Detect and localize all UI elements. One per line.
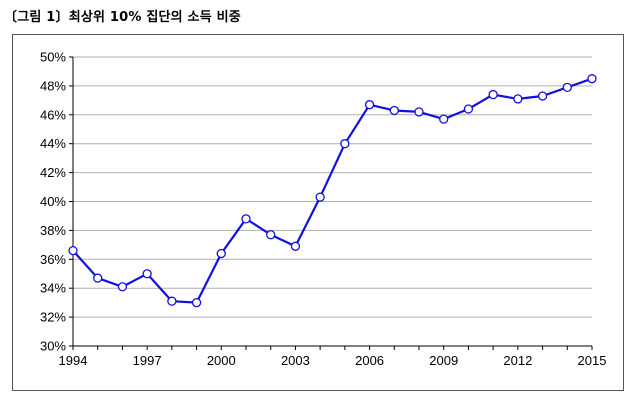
y-tick-label: 40% (40, 194, 66, 209)
x-tick-label: 1997 (133, 353, 162, 368)
y-tick-label: 36% (40, 252, 66, 267)
data-point (266, 230, 276, 240)
data-point (93, 273, 103, 283)
x-tick-label: 2006 (355, 353, 384, 368)
x-tick-label: 1994 (59, 353, 88, 368)
data-point (439, 114, 449, 124)
data-point (216, 248, 226, 259)
x-tick-label: 2003 (281, 353, 310, 368)
figure-caption: 〔그림 1〕최상위 10% 집단의 소득 비중 (4, 10, 241, 25)
y-tick-label: 34% (40, 281, 66, 296)
y-tick-label: 38% (40, 223, 66, 238)
data-point (562, 82, 572, 92)
x-tick-label: 2012 (503, 353, 532, 368)
data-point (537, 91, 548, 101)
series-line (72, 77, 593, 304)
data-point (117, 282, 128, 292)
data-point (488, 89, 498, 100)
x-tick-label: 2009 (429, 353, 458, 368)
data-point (587, 74, 597, 84)
data-point (241, 214, 251, 224)
chart-frame (12, 34, 624, 391)
data-point (414, 107, 424, 117)
data-point (167, 296, 177, 306)
y-tick-label: 46% (40, 107, 66, 122)
data-point (364, 100, 375, 110)
data-point (142, 269, 152, 279)
data-point (315, 192, 325, 202)
y-tick-label: 44% (40, 136, 66, 151)
y-tick-label: 32% (40, 310, 66, 325)
y-tick-label: 50% (40, 50, 66, 65)
x-tick-label: 2015 (578, 353, 607, 368)
data-point (389, 105, 399, 116)
data-point (463, 104, 474, 114)
data-point (290, 241, 301, 251)
data-point (513, 94, 523, 104)
y-tick-label: 42% (40, 165, 66, 180)
x-tick-label: 2000 (207, 353, 236, 368)
y-tick-label: 30% (40, 339, 66, 354)
data-point (340, 139, 350, 149)
data-point (68, 245, 78, 256)
data-point (191, 297, 202, 308)
y-tick-label: 48% (40, 78, 66, 93)
